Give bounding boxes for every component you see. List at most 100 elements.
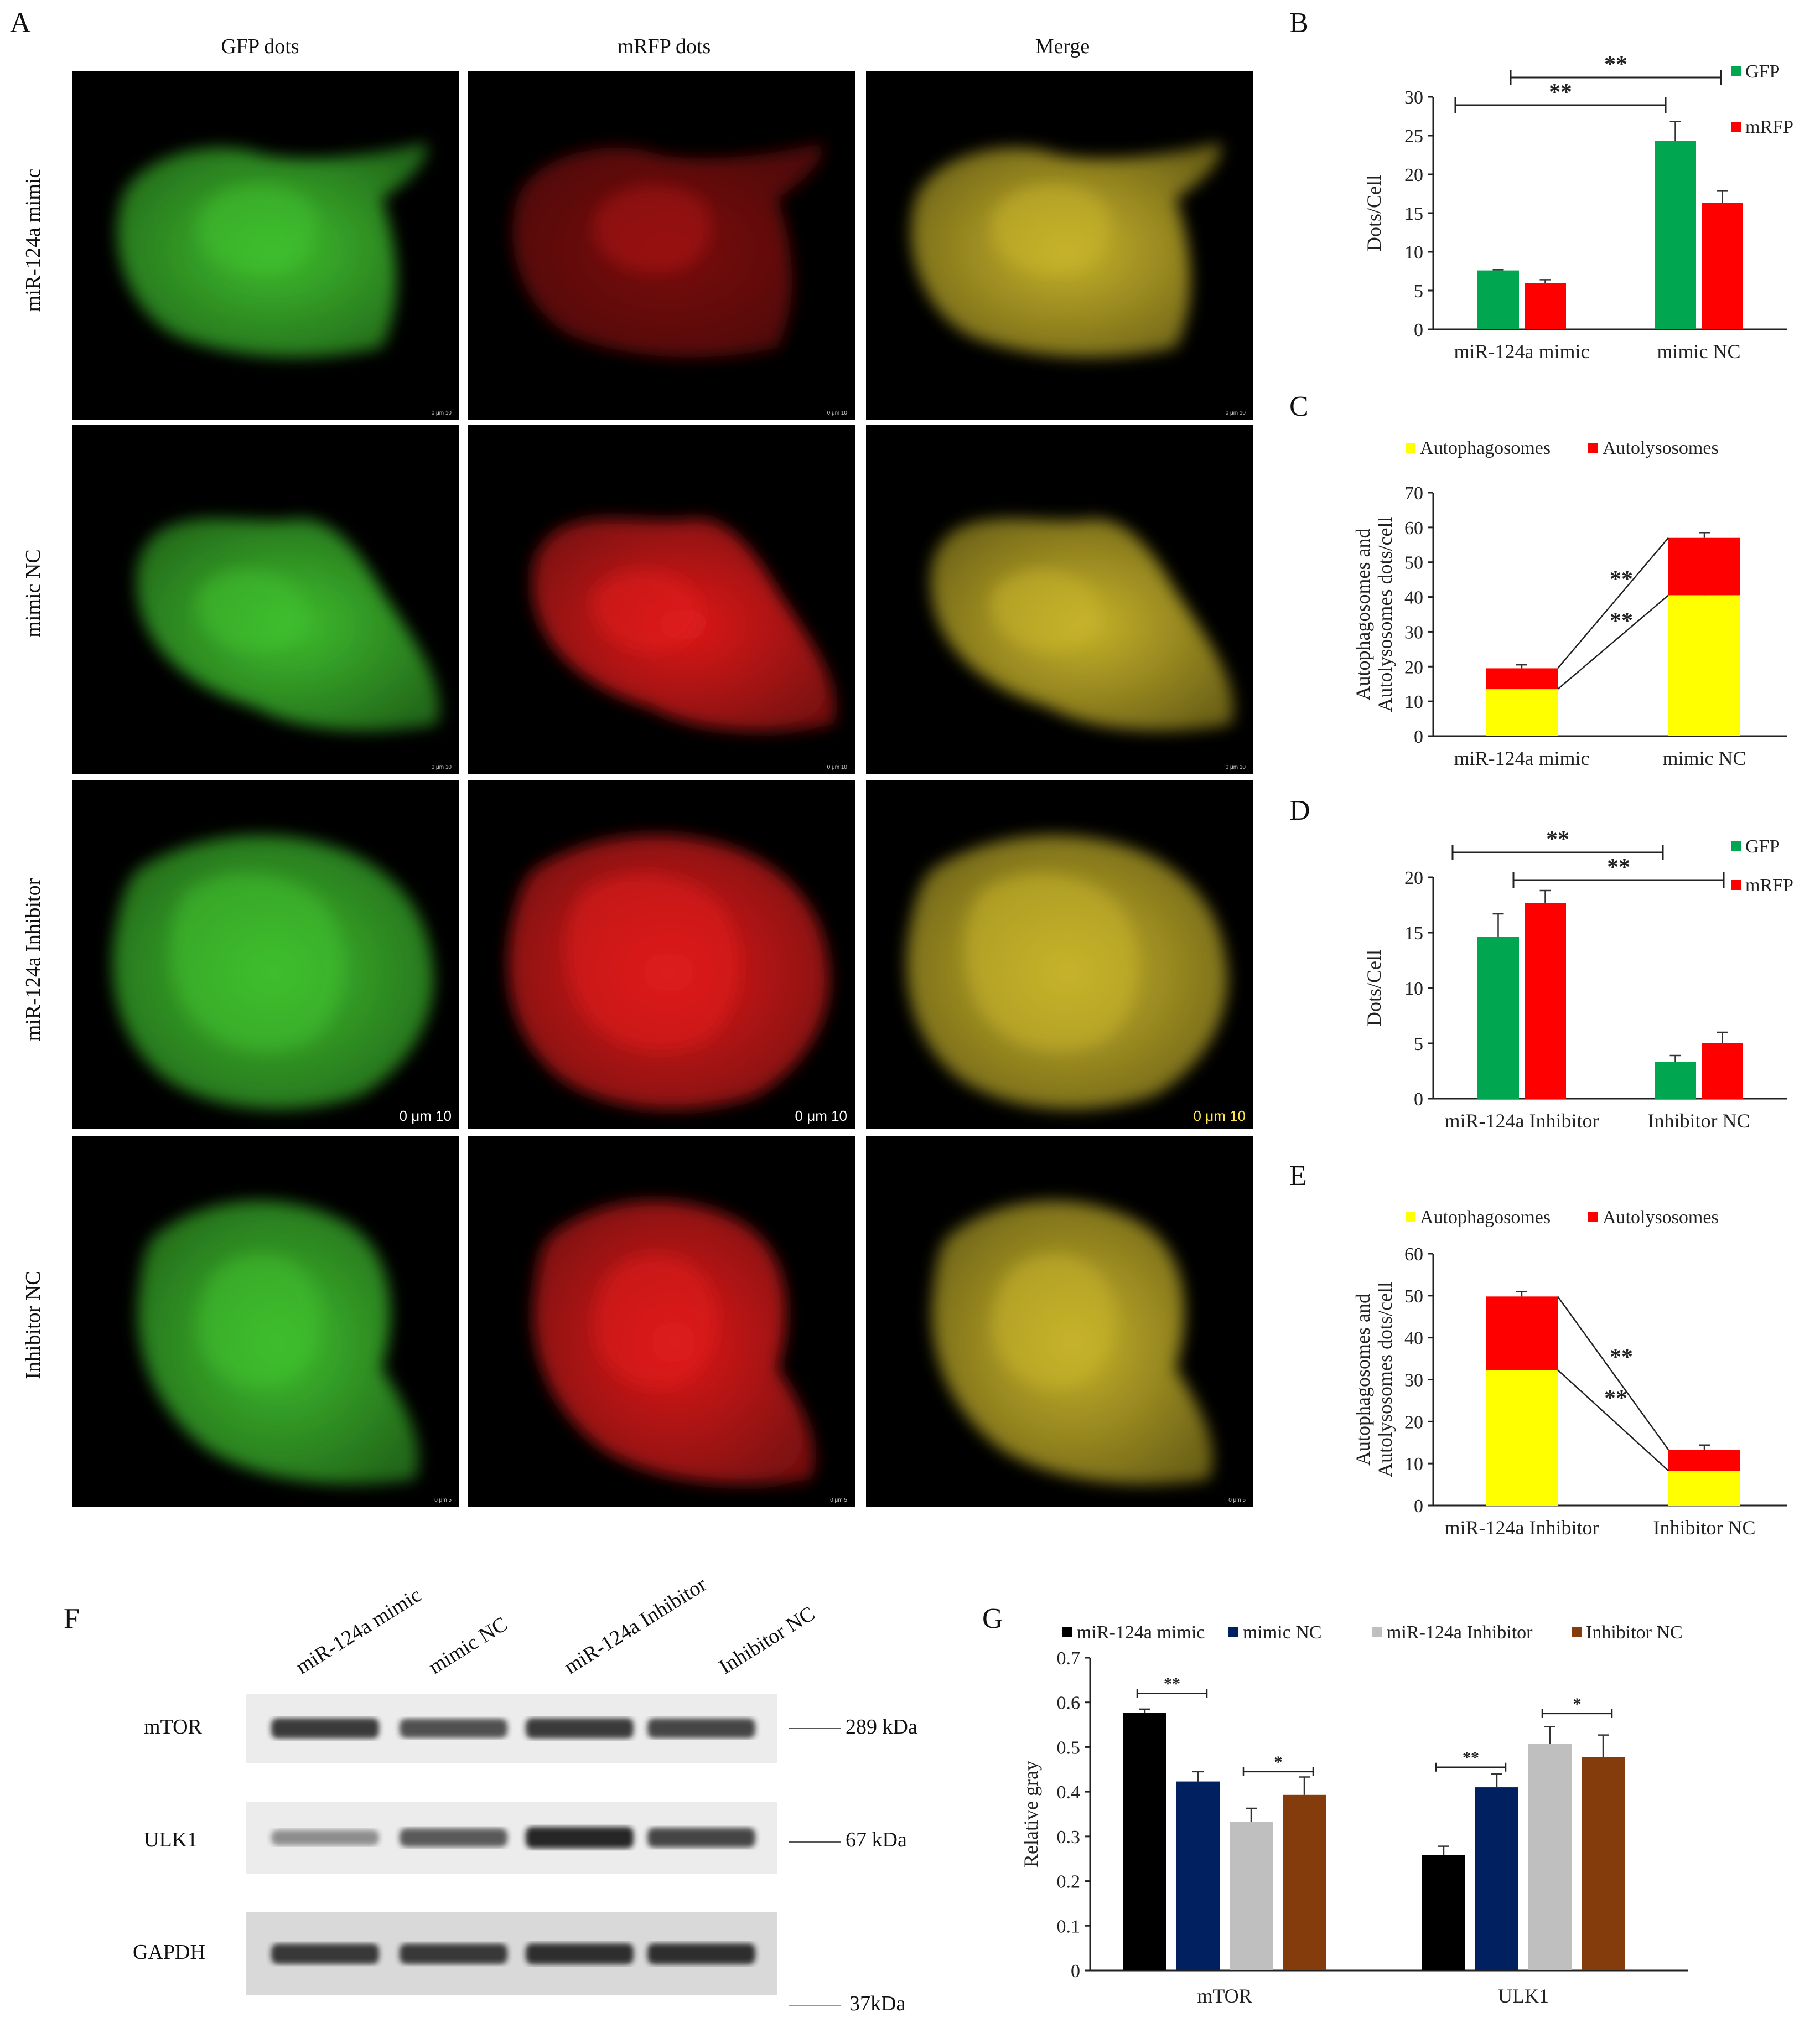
kda-marker-line — [789, 1841, 841, 1843]
blot-band — [271, 1718, 379, 1739]
micrograph-tile: 0 μm 5 — [468, 1136, 855, 1507]
panel-letter-c: C — [1289, 391, 1309, 422]
scale-bar-label: 0 μm 10 — [399, 1108, 452, 1124]
legend-swatch — [1731, 122, 1741, 132]
bar — [1230, 1822, 1273, 1970]
y-tick-label: 10 — [1404, 979, 1423, 999]
connector-line — [1557, 1296, 1669, 1450]
y-axis-label: Autolysosomes dots/cell — [1374, 517, 1396, 712]
bar-segment — [1486, 689, 1558, 736]
cell-image — [532, 518, 835, 731]
x-tick-label: ULK1 — [1498, 1985, 1549, 2007]
y-tick-label: 0.2 — [1057, 1872, 1081, 1892]
cell-image — [507, 835, 829, 1109]
legend-swatch — [1731, 66, 1741, 76]
micrograph-tile: 0 μm 10 — [866, 780, 1253, 1129]
x-tick-label: miR-124a mimic — [1454, 340, 1590, 363]
significance-label: ** — [1546, 827, 1569, 852]
y-tick-label: 50 — [1404, 553, 1423, 573]
y-tick-label: 10 — [1404, 692, 1423, 712]
micrograph-tile: 0 μm 10 — [866, 425, 1253, 774]
cell-nucleus — [992, 1255, 1116, 1388]
cell-nucleus — [965, 873, 1138, 1051]
cell-nucleus — [593, 570, 701, 652]
micrograph-tile: 0 μm 10 — [468, 71, 855, 420]
y-tick-label: 40 — [1404, 1328, 1423, 1349]
blot-strip-mtor — [246, 1694, 777, 1763]
kda-mtor: 289 kDa — [846, 1715, 917, 1739]
significance-label: ** — [1604, 52, 1627, 77]
cell-image — [117, 143, 427, 358]
y-tick-label: 0 — [1414, 1089, 1423, 1110]
legend-swatch — [1588, 1212, 1598, 1222]
y-tick-label: 20 — [1404, 868, 1423, 888]
bar — [1477, 937, 1519, 1099]
connector-line — [1557, 1369, 1669, 1471]
y-tick-label: 30 — [1404, 87, 1423, 108]
bar-segment — [1668, 595, 1740, 736]
panel-letter-b: B — [1289, 7, 1309, 39]
cell-image — [911, 143, 1221, 358]
legend-swatch — [1228, 1627, 1238, 1637]
blot-band — [400, 1943, 507, 1964]
y-tick-label: 0.4 — [1057, 1782, 1081, 1803]
micrograph-tile: 0 μm 10 — [866, 71, 1253, 420]
blot-band — [271, 1943, 379, 1964]
blot-band — [647, 1828, 755, 1848]
y-tick-label: 30 — [1404, 622, 1423, 643]
y-tick-label: 0.6 — [1057, 1693, 1081, 1714]
cell-image — [136, 518, 439, 731]
legend-swatch — [1572, 1627, 1582, 1637]
bar — [1655, 141, 1696, 330]
cell-nucleus — [198, 185, 316, 273]
y-tick-label: 0.7 — [1057, 1648, 1081, 1669]
blot-band — [526, 1718, 634, 1739]
blot-strip-ulk1 — [246, 1802, 777, 1874]
legend-swatch — [1062, 1627, 1072, 1637]
bar-segment — [1486, 668, 1558, 690]
bar — [1655, 1062, 1696, 1099]
y-tick-label: 50 — [1404, 1286, 1423, 1307]
legend-label: miR-124a Inhibitor — [1387, 1622, 1533, 1643]
kda-gapdh: 37kDa — [849, 1992, 906, 2015]
legend-label: Autophagosomes — [1420, 438, 1551, 458]
bar — [1525, 283, 1566, 329]
cell-nucleus — [594, 1255, 717, 1388]
y-tick-label: 15 — [1404, 923, 1423, 944]
bar-segment — [1486, 1296, 1558, 1370]
significance-label: ** — [1164, 1675, 1180, 1693]
legend-label: Inhibitor NC — [1586, 1622, 1683, 1643]
panel-letter-a: A — [10, 7, 31, 39]
lane-label-mimic-nc: mimic NC — [424, 1612, 512, 1679]
cell-image — [137, 1201, 419, 1484]
cell-nucleus — [170, 873, 344, 1051]
cell-nucleus — [992, 185, 1110, 273]
y-axis-label: Relative gray — [1020, 1761, 1042, 1868]
y-tick-label: 40 — [1404, 588, 1423, 608]
cell-nucleus — [198, 1255, 322, 1388]
legend-label: Autolysosomes — [1603, 1207, 1719, 1228]
lane-label-inhibitor-nc: Inhibitor NC — [715, 1602, 820, 1679]
legend-label: Autophagosomes — [1420, 1207, 1551, 1228]
x-tick-label: mimic NC — [1657, 340, 1741, 363]
blot-band — [526, 1943, 634, 1964]
significance-label: * — [1573, 1695, 1582, 1713]
row-label-inhibitor: miR-124a Inhibitor — [22, 878, 45, 1042]
chart-b: 0 5 10 15 20 25 30 Dots/Cell miR-124a mimic mimic… — [1363, 52, 1793, 363]
legend-label: mRFP — [1745, 875, 1793, 896]
blot-label-ulk1: ULK1 — [144, 1828, 198, 1851]
cell-image — [906, 835, 1228, 1109]
bar — [1528, 1743, 1572, 1970]
scale-bar-label: 0 μm 10 — [1193, 1108, 1246, 1124]
blot-band — [647, 1718, 755, 1739]
micrograph-tile: 0 μm 10 — [72, 780, 459, 1129]
scale-bar-label: 0 μm 5 — [434, 1497, 452, 1503]
blot-band — [271, 1830, 379, 1845]
y-tick-label: 5 — [1414, 281, 1423, 302]
scale-bar-label: 0 μm 10 — [431, 764, 452, 770]
significance-label: * — [1274, 1753, 1283, 1771]
blot-band — [647, 1943, 755, 1964]
chart-g: 0 0.1 0.2 0.3 0.4 0.5 0.6 0.7 Relative gray mTOR U… — [1020, 1622, 1688, 2007]
kda-marker-line — [789, 2005, 841, 2006]
